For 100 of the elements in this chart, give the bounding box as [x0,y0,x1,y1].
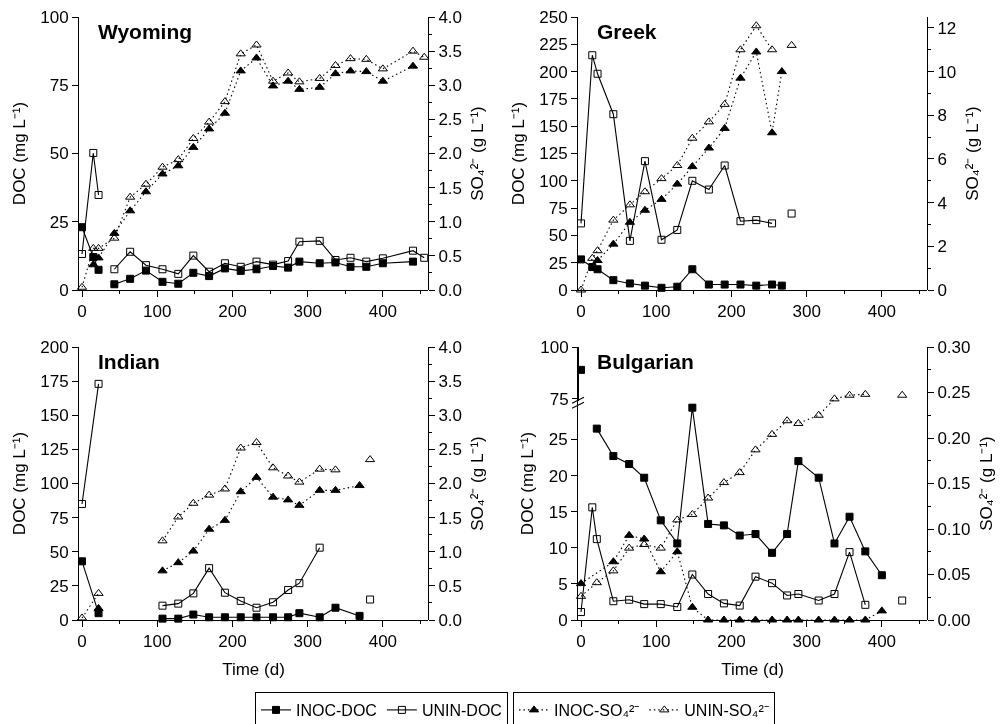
x-tick-label: 200 [717,302,746,322]
y2-axis-title: SO₄²⁻ (g L⁻¹) [468,106,488,201]
y2-tick-label: 0.0 [438,610,463,630]
y-tick-label: 0 [59,610,69,630]
x-axis-title: Time (d) [721,659,784,679]
x-tick-label: 100 [642,632,671,652]
x-tick-label: 300 [792,632,821,652]
y2-tick-label: 10 [937,62,957,82]
x-tick-label: 400 [867,632,897,652]
y-axis-title: DOC (mg L⁻¹) [9,431,29,536]
y2-tick-label: 0.30 [937,337,971,357]
x-tick-label: 400 [368,632,398,652]
y2-tick-label: 1.5 [438,508,463,528]
y-tick-label: 20 [548,466,568,486]
y-tick-label: 25 [548,430,568,450]
y2-axis-title: SO₄²⁻ (g L⁻¹) [976,436,996,531]
y2-tick-label: 3.5 [438,372,463,392]
x-tick-label: 0 [576,632,586,652]
y2-tick-label: 2.5 [438,440,463,460]
x-tick-label: 300 [792,302,821,322]
legend-label: UNIN-DOC [421,702,502,720]
y2-tick-label: 1.5 [438,178,463,198]
y-axis-title: DOC (mg L⁻¹) [518,431,538,536]
y2-tick-label: 0.05 [937,565,971,585]
x-tick-label: 400 [867,302,897,322]
y2-tick-label: 2.5 [438,110,463,130]
y2-tick-label: 4 [937,193,947,213]
y-tick-label: 175 [40,372,69,392]
x-tick-label: 0 [576,302,586,322]
y2-tick-label: 3.0 [438,76,463,96]
y2-tick-label: 0.0 [438,280,463,300]
y-tick-label: 100 [539,171,568,191]
x-tick-label: 100 [642,302,671,322]
y-tick-label: 100 [40,7,69,27]
y-tick-label: 125 [40,440,69,460]
x-tick-label: 300 [293,302,322,322]
y2-tick-label: 2.0 [438,474,463,494]
x-tick-label: 0 [77,302,87,322]
y-tick-label: 75 [49,76,69,96]
legend-label: INOC-DOC [296,702,377,720]
y2-tick-label: 12 [937,18,957,38]
y2-tick-label: 4.0 [438,337,463,357]
y-tick-label: 5 [558,574,568,594]
y-tick-label: 0 [558,280,568,300]
chart-title: Wyoming [98,20,193,43]
y2-tick-label: 0.5 [438,246,463,266]
y2-tick-label: 3.5 [438,42,463,62]
y2-axis-title: SO₄²⁻ (g L⁻¹) [468,436,488,531]
y-tick-label: 25 [49,212,69,232]
x-axis-title: Time (d) [222,659,285,679]
y-tick-label: 125 [539,144,568,164]
legend-label: UNIN-SO₄²⁻ [684,702,769,720]
y-tick-label: 0 [59,280,69,300]
y2-tick-label: 0.20 [937,428,971,448]
y2-tick-label: 0.5 [438,576,463,596]
y2-tick-label: 2 [937,237,947,257]
y2-tick-label: 0.00 [937,610,971,630]
y2-tick-label: 0 [937,280,947,300]
y-tick-label: 50 [548,226,568,246]
chart-title: Bulgarian [597,350,694,373]
y-tick-label: 0 [558,610,568,630]
chart-title: Greek [597,20,657,43]
x-tick-label: 0 [77,632,87,652]
x-tick-label: 100 [143,302,172,322]
y-tick-label: 100 [40,474,69,494]
y-tick-label: 250 [539,7,568,27]
y-tick-label: 225 [539,35,568,55]
y2-tick-label: 0.25 [937,383,971,403]
y2-tick-label: 0.15 [937,474,971,494]
x-tick-label: 400 [368,302,398,322]
y-tick-label: 200 [539,62,568,82]
y2-tick-label: 4.0 [438,7,463,27]
y2-tick-label: 2.0 [438,144,463,164]
x-tick-label: 300 [293,632,322,652]
y-tick-label: 150 [539,117,568,137]
x-tick-label: 200 [218,632,247,652]
y2-tick-label: 8 [937,106,947,126]
y2-tick-label: 1.0 [438,542,463,562]
y-tick-label: 75 [49,508,69,528]
chart-title: Indian [98,350,160,373]
y-tick-label: 75 [548,199,568,219]
y2-axis-title: SO₄²⁻ (g L⁻¹) [962,106,982,201]
y-tick-label: 200 [40,337,69,357]
y-tick-label: 25 [548,253,568,273]
y2-tick-label: 3.0 [438,406,463,426]
y-tick-label: 150 [40,406,69,426]
x-tick-label: 100 [143,632,172,652]
x-tick-label: 200 [218,302,247,322]
x-tick-label: 200 [717,632,746,652]
y2-tick-label: 0.10 [937,519,971,539]
y2-tick-label: 1.0 [438,212,463,232]
y-tick-label: 25 [49,576,69,596]
y-axis-title: DOC (mg L⁻¹) [508,101,528,206]
legend-label: INOC-SO₄²⁻ [554,702,640,720]
y-tick-label: 15 [548,502,568,522]
y-tick-label: 50 [49,144,69,164]
y-tick-label: 175 [539,89,568,109]
y-tick-label: 50 [49,542,69,562]
y-tick-label: 10 [548,538,568,558]
y2-tick-label: 6 [937,149,947,169]
